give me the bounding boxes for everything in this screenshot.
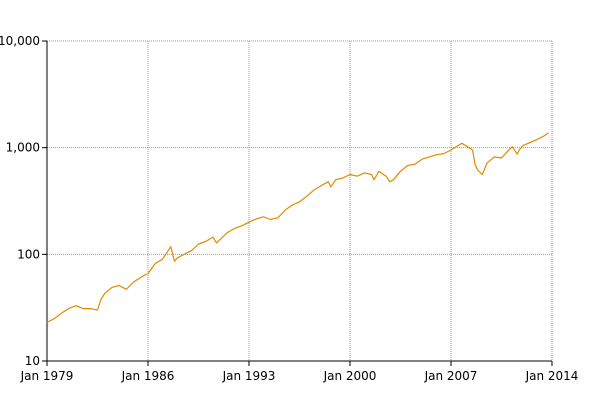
y-tick-label: 10 (25, 354, 40, 368)
x-tick-label: Jan 1986 (121, 369, 175, 383)
x-tick-label: Jan 1993 (222, 369, 276, 383)
y-tick-label: 10,000 (0, 34, 40, 48)
x-tick-label: Jan 1979 (20, 369, 74, 383)
series-line (46, 132, 549, 323)
series-layer (46, 132, 549, 323)
tick-label-layer: Jan 1979 Jan 1986 Jan 1993 Jan 2000 Jan 2007… (0, 34, 578, 383)
x-tick-label: Jan 2000 (323, 369, 377, 383)
x-tick-label: Jan 2014 (525, 369, 579, 383)
grid-layer (42, 40, 553, 366)
y-tick-label: 100 (17, 247, 40, 261)
x-tick-label: Jan 2007 (424, 369, 478, 383)
y-tick-label: 1,000 (6, 141, 40, 155)
